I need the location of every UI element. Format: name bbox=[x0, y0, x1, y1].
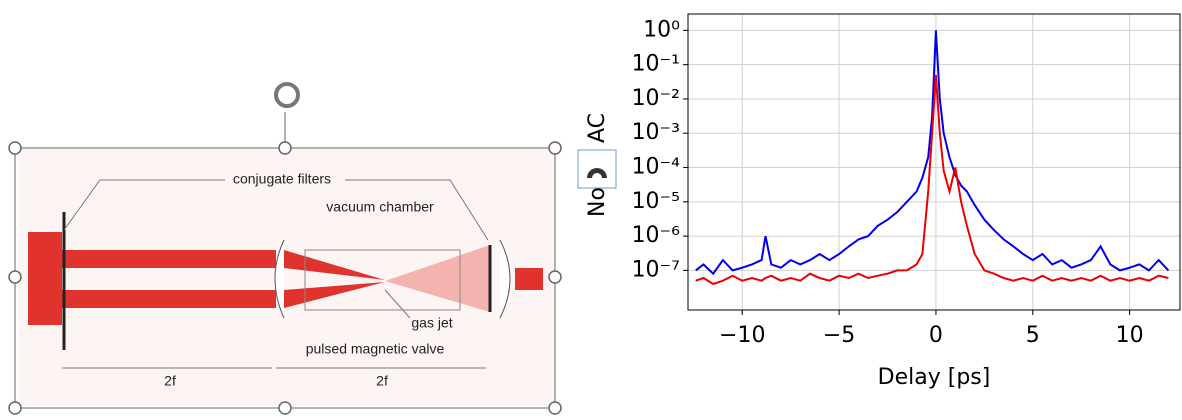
x-tick-label: −5 bbox=[823, 323, 855, 348]
beam bbox=[62, 290, 276, 308]
resize-handle[interactable] bbox=[278, 401, 292, 415]
y-tick-label: 10⁻⁶ bbox=[632, 223, 681, 248]
beam bbox=[385, 245, 490, 312]
beam bbox=[284, 282, 385, 308]
x-axis-label: Delay [ps] bbox=[878, 365, 991, 390]
y-tick-label: 10⁻³ bbox=[632, 120, 680, 145]
label: 2f bbox=[376, 373, 388, 389]
x-tick-label: 5 bbox=[1026, 323, 1040, 348]
resize-handle[interactable] bbox=[548, 401, 562, 415]
beam bbox=[284, 250, 385, 280]
leader bbox=[63, 179, 225, 231]
x-tick-label: −10 bbox=[719, 323, 765, 348]
plot-frame bbox=[687, 13, 1181, 311]
resize-handle[interactable] bbox=[8, 401, 22, 415]
series-line bbox=[695, 30, 1170, 276]
label: gas jet bbox=[411, 315, 452, 331]
y-tick-label: 10⁰ bbox=[643, 17, 680, 42]
resize-handle[interactable] bbox=[8, 270, 22, 284]
diagram[interactable]: conjugate filters vacuum chamber gas jet… bbox=[8, 82, 562, 415]
chart: Norm. AC Delay [ps] 10⁰10⁻¹10⁻²10⁻³10⁻⁴1… bbox=[585, 13, 1181, 390]
lens bbox=[274, 239, 285, 319]
label: vacuum chamber bbox=[326, 199, 434, 215]
resize-handle[interactable] bbox=[8, 141, 22, 155]
y-tick-label: 10⁻² bbox=[632, 86, 680, 111]
x-tick-label: 10 bbox=[1116, 323, 1144, 348]
label: 2f bbox=[164, 373, 176, 389]
label: pulsed magnetic valve bbox=[306, 341, 445, 357]
y-tick-label: 10⁻⁷ bbox=[632, 257, 680, 282]
icon bbox=[587, 168, 607, 178]
x-tick-label: 0 bbox=[929, 323, 943, 348]
y-tick-label: 10⁻¹ bbox=[632, 52, 680, 77]
leader bbox=[345, 179, 489, 241]
resize-handle[interactable] bbox=[548, 270, 562, 284]
y-tick-label: 10⁻⁵ bbox=[632, 189, 680, 214]
beam bbox=[62, 250, 276, 268]
rotate-handle[interactable] bbox=[274, 82, 300, 108]
label: conjugate filters bbox=[233, 171, 331, 187]
resize-handle[interactable] bbox=[548, 141, 562, 155]
leader bbox=[384, 289, 411, 319]
resize-handle[interactable] bbox=[278, 141, 292, 155]
vacuum-chamber bbox=[304, 249, 461, 311]
series-line bbox=[695, 74, 1169, 286]
lens bbox=[499, 239, 511, 319]
beam bbox=[515, 268, 543, 290]
y-tick-label: 10⁻⁴ bbox=[632, 155, 681, 180]
laser-source bbox=[28, 232, 62, 325]
